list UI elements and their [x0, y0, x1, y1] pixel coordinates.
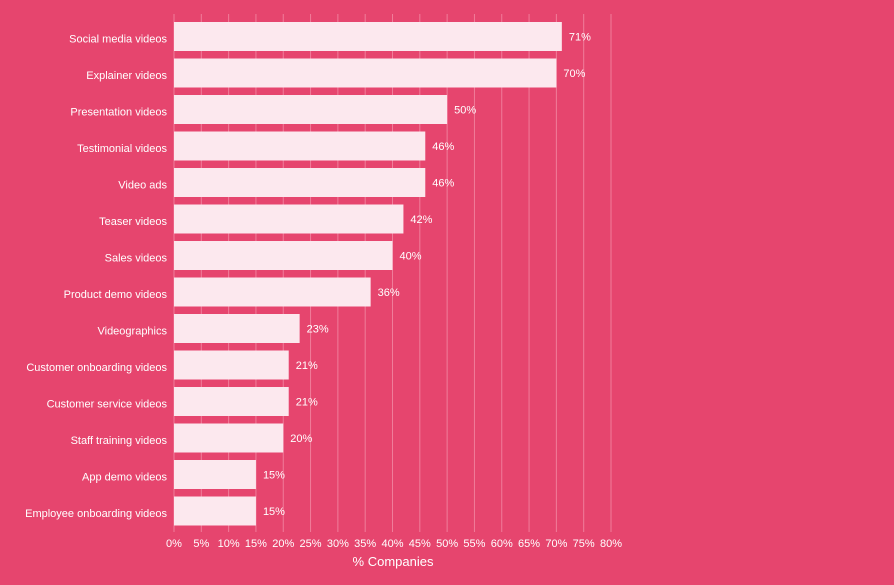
x-tick-label: 15%	[245, 538, 267, 550]
bar	[174, 387, 289, 416]
category-label: Video ads	[118, 180, 167, 192]
category-label: Social media videos	[69, 34, 167, 46]
category-label: Explainer videos	[86, 70, 167, 82]
category-label: Videographics	[97, 326, 167, 338]
bar	[174, 241, 393, 270]
x-tick-label: 65%	[518, 538, 540, 550]
category-label: Customer service videos	[47, 399, 168, 411]
bar	[174, 496, 256, 526]
data-label: 71%	[569, 32, 591, 44]
data-label: 40%	[400, 251, 422, 263]
data-label: 20%	[290, 433, 312, 445]
bar	[174, 277, 371, 307]
x-tick-label: 30%	[327, 538, 349, 550]
x-tick-label: 80%	[600, 538, 622, 550]
category-label: Staff training videos	[71, 435, 168, 447]
category-label: Customer onboarding videos	[26, 362, 167, 374]
x-tick-label: 40%	[381, 538, 403, 550]
bar	[174, 460, 256, 489]
gridlines	[173, 14, 612, 532]
bar	[174, 131, 426, 161]
x-tick-label: 35%	[354, 538, 376, 550]
x-tick-label: 0%	[166, 538, 182, 550]
data-labels: 71% 70% 50% 46% 46% 42% 40% 36% 23% 21% 21% 20% 15% 1…	[263, 32, 591, 519]
category-label: App demo videos	[82, 472, 167, 484]
bar	[174, 95, 448, 124]
data-label: 46%	[432, 141, 454, 153]
category-label: Employee onboarding videos	[25, 508, 167, 520]
category-label: Product demo videos	[64, 289, 168, 301]
x-axis-title: % Companies	[353, 554, 434, 569]
data-label: 15%	[263, 506, 285, 518]
x-tick-label: 55%	[463, 538, 485, 550]
x-tick-labels: 0% 5% 10% 15% 20% 25% 30% 35% 40% 45% 50% 55% 60% 65%…	[166, 538, 622, 550]
data-label: 42%	[410, 214, 432, 226]
data-label: 15%	[263, 470, 285, 482]
x-tick-label: 20%	[272, 538, 294, 550]
bar	[174, 350, 289, 380]
x-tick-label: 5%	[193, 538, 209, 550]
category-label: Presentation videos	[70, 107, 167, 119]
bar	[174, 168, 426, 197]
x-tick-label: 75%	[573, 538, 595, 550]
data-label: 21%	[296, 360, 318, 372]
category-labels: Social media videos Explainer videos Prese…	[25, 34, 167, 521]
bar	[174, 22, 562, 51]
x-tick-label: 50%	[436, 538, 458, 550]
data-label: 21%	[296, 397, 318, 409]
x-tick-label: 60%	[491, 538, 513, 550]
bars	[174, 22, 562, 526]
x-tick-label: 25%	[300, 538, 322, 550]
bar	[174, 58, 557, 88]
category-label: Testimonial videos	[77, 143, 167, 155]
bar	[174, 314, 300, 343]
data-label: 50%	[454, 105, 476, 117]
x-tick-label: 70%	[545, 538, 567, 550]
category-label: Teaser videos	[99, 216, 167, 228]
data-label: 36%	[378, 287, 400, 299]
bar	[174, 423, 284, 453]
bar	[174, 204, 404, 234]
x-tick-label: 45%	[409, 538, 431, 550]
data-label: 46%	[432, 178, 454, 190]
category-label: Sales videos	[105, 253, 168, 265]
data-label: 23%	[307, 324, 329, 336]
data-label: 70%	[563, 68, 585, 80]
x-tick-label: 10%	[218, 538, 240, 550]
